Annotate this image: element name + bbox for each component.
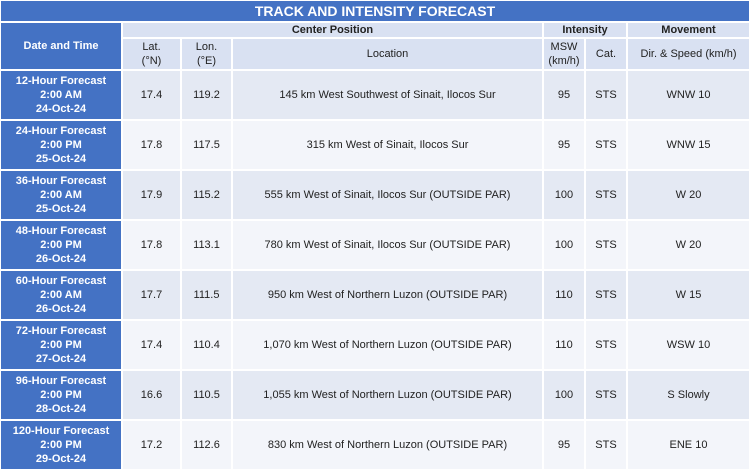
cell-dir: ENE 10	[627, 420, 750, 470]
header-dir: Dir. & Speed (km/h)	[627, 38, 750, 70]
row-time-line: 120-Hour Forecast	[12, 425, 110, 437]
header-lat-line: Lat.	[142, 41, 161, 53]
row-time-line: 26-Oct-24	[35, 253, 87, 265]
cell-lat: 17.4	[122, 70, 181, 120]
cell-msw: 95	[543, 120, 585, 170]
cell-lat: 17.4	[122, 320, 181, 370]
header-date: Date and Time	[0, 22, 122, 70]
header-lon-line: Lon.	[195, 41, 218, 53]
row-time-line: 25-Oct-24	[35, 153, 87, 165]
cell-msw: 95	[543, 70, 585, 120]
row-time-line: 24-Hour Forecast	[15, 125, 107, 137]
cell-cat: STS	[585, 170, 627, 220]
header-msw-line: (km/h)	[548, 55, 580, 67]
row-time: 36-Hour Forecast 2:00 AM 25-Oct-24	[0, 170, 122, 220]
cell-lon: 117.5	[181, 120, 232, 170]
header-lat-line: (°N)	[141, 55, 162, 67]
cell-location: 555 km West of Sinait, Ilocos Sur (OUTSI…	[232, 170, 543, 220]
header-cat: Cat.	[585, 38, 627, 70]
header-msw: MSW (km/h)	[543, 38, 585, 70]
row-time-line: 2:00 AM	[40, 289, 82, 301]
cell-lon: 112.6	[181, 420, 232, 470]
row-time-line: 24-Oct-24	[35, 103, 87, 115]
row-time-line: 2:00 PM	[40, 439, 82, 451]
row-time-line: 12-Hour Forecast	[15, 75, 107, 87]
cell-dir: S Slowly	[627, 370, 750, 420]
header-lat: Lat. (°N)	[122, 38, 181, 70]
header-lon: Lon. (°E)	[181, 38, 232, 70]
cell-dir: WNW 15	[627, 120, 750, 170]
row-time: 48-Hour Forecast 2:00 PM 26-Oct-24	[0, 220, 122, 270]
cell-msw: 110	[543, 320, 585, 370]
cell-location: 830 km West of Northern Luzon (OUTSIDE P…	[232, 420, 543, 470]
row-time: 120-Hour Forecast 2:00 PM 29-Oct-24	[0, 420, 122, 470]
header-movement: Movement	[627, 22, 750, 38]
cell-lat: 17.7	[122, 270, 181, 320]
row-time: 12-Hour Forecast 2:00 AM 24-Oct-24	[0, 70, 122, 120]
cell-dir: W 20	[627, 170, 750, 220]
cell-cat: STS	[585, 320, 627, 370]
cell-lat: 17.2	[122, 420, 181, 470]
row-time-line: 96-Hour Forecast	[15, 375, 107, 387]
cell-lon: 119.2	[181, 70, 232, 120]
cell-cat: STS	[585, 270, 627, 320]
row-time-line: 2:00 PM	[40, 139, 82, 151]
row-time: 24-Hour Forecast 2:00 PM 25-Oct-24	[0, 120, 122, 170]
row-time-line: 26-Oct-24	[35, 303, 87, 315]
cell-cat: STS	[585, 70, 627, 120]
row-time-line: 48-Hour Forecast	[15, 225, 107, 237]
cell-msw: 100	[543, 370, 585, 420]
cell-lon: 110.5	[181, 370, 232, 420]
row-time-line: 28-Oct-24	[35, 403, 87, 415]
cell-msw: 110	[543, 270, 585, 320]
cell-lon: 110.4	[181, 320, 232, 370]
row-time: 96-Hour Forecast 2:00 PM 28-Oct-24	[0, 370, 122, 420]
cell-lon: 115.2	[181, 170, 232, 220]
cell-lon: 113.1	[181, 220, 232, 270]
cell-location: 950 km West of Northern Luzon (OUTSIDE P…	[232, 270, 543, 320]
header-intensity: Intensity	[543, 22, 627, 38]
cell-lat: 17.8	[122, 120, 181, 170]
header-center: Center Position	[122, 22, 543, 38]
table-title: TRACK AND INTENSITY FORECAST	[0, 0, 750, 22]
cell-dir: WSW 10	[627, 320, 750, 370]
cell-location: 780 km West of Sinait, Ilocos Sur (OUTSI…	[232, 220, 543, 270]
cell-msw: 100	[543, 220, 585, 270]
cell-lat: 16.6	[122, 370, 181, 420]
row-time-line: 29-Oct-24	[35, 453, 87, 465]
row-time-line: 2:00 PM	[40, 239, 82, 251]
cell-lat: 17.8	[122, 220, 181, 270]
cell-location: 145 km West Southwest of Sinait, Ilocos …	[232, 70, 543, 120]
cell-location: 1,055 km West of Northern Luzon (OUTSIDE…	[232, 370, 543, 420]
header-msw-line: MSW	[550, 41, 578, 53]
cell-msw: 95	[543, 420, 585, 470]
header-lon-line: (°E)	[196, 55, 217, 67]
row-time-line: 2:00 AM	[40, 89, 82, 101]
row-time-line: 2:00 PM	[40, 339, 82, 351]
cell-location: 315 km West of Sinait, Ilocos Sur	[232, 120, 543, 170]
row-time-line: 60-Hour Forecast	[15, 275, 107, 287]
cell-cat: STS	[585, 120, 627, 170]
row-time-line: 2:00 PM	[40, 389, 82, 401]
row-time-line: 27-Oct-24	[35, 353, 87, 365]
cell-location: 1,070 km West of Northern Luzon (OUTSIDE…	[232, 320, 543, 370]
row-time-line: 25-Oct-24	[35, 203, 87, 215]
row-time: 60-Hour Forecast 2:00 AM 26-Oct-24	[0, 270, 122, 320]
row-time-line: 72-Hour Forecast	[15, 325, 107, 337]
row-time-line: 2:00 AM	[40, 189, 82, 201]
row-time-line: 36-Hour Forecast	[15, 175, 107, 187]
row-time: 72-Hour Forecast 2:00 PM 27-Oct-24	[0, 320, 122, 370]
cell-dir: W 15	[627, 270, 750, 320]
cell-dir: WNW 10	[627, 70, 750, 120]
cell-msw: 100	[543, 170, 585, 220]
cell-cat: STS	[585, 420, 627, 470]
cell-dir: W 20	[627, 220, 750, 270]
cell-lon: 111.5	[181, 270, 232, 320]
cell-cat: STS	[585, 220, 627, 270]
header-location: Location	[232, 38, 543, 70]
cell-cat: STS	[585, 370, 627, 420]
cell-lat: 17.9	[122, 170, 181, 220]
